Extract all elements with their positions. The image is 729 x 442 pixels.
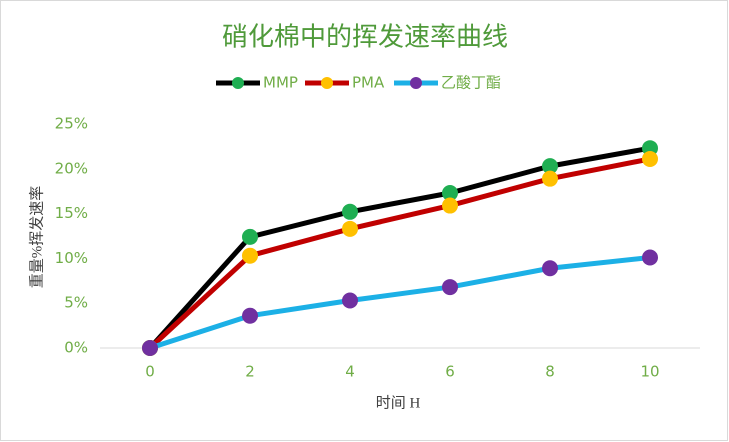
series-line xyxy=(149,255,651,351)
legend-marker xyxy=(321,77,333,89)
data-point xyxy=(242,247,258,264)
x-tick-label: 4 xyxy=(345,363,355,381)
data-point xyxy=(142,340,158,356)
y-tick-label: 0% xyxy=(64,339,88,357)
data-point xyxy=(242,228,258,245)
data-point xyxy=(342,292,358,309)
x-tick-label: 6 xyxy=(445,363,455,381)
y-axis-label: 重量%挥发速率 xyxy=(28,186,45,289)
data-point xyxy=(242,307,258,324)
series-line xyxy=(148,156,651,350)
data-point xyxy=(542,260,558,277)
data-point xyxy=(442,184,458,201)
data-point xyxy=(442,279,458,296)
x-tick-label: 0 xyxy=(145,363,155,381)
data-point xyxy=(342,220,358,237)
data-point xyxy=(342,203,358,220)
x-tick-label: 2 xyxy=(245,363,255,381)
data-point xyxy=(542,170,558,187)
y-tick-label: 20% xyxy=(55,159,88,177)
y-tick-label: 15% xyxy=(55,204,88,222)
legend-label: MMP xyxy=(263,74,298,92)
y-tick-label: 10% xyxy=(55,249,88,267)
y-tick-label: 5% xyxy=(64,294,88,312)
legend-label: 乙酸丁酯 xyxy=(441,74,501,92)
y-tick-label: 25% xyxy=(55,115,88,133)
x-tick-label: 10 xyxy=(640,363,659,381)
data-point xyxy=(442,197,458,214)
data-point xyxy=(542,158,558,175)
series-line xyxy=(148,145,651,350)
chart-title: 硝化棉中的挥发速率曲线 xyxy=(222,23,508,53)
x-tick-label: 8 xyxy=(545,363,555,381)
data-point xyxy=(642,150,658,167)
data-point xyxy=(642,249,658,266)
legend-marker xyxy=(232,77,244,89)
x-axis-label: 时间 H xyxy=(376,394,421,411)
legend-label: PMA xyxy=(352,74,385,92)
legend-marker xyxy=(410,77,422,89)
